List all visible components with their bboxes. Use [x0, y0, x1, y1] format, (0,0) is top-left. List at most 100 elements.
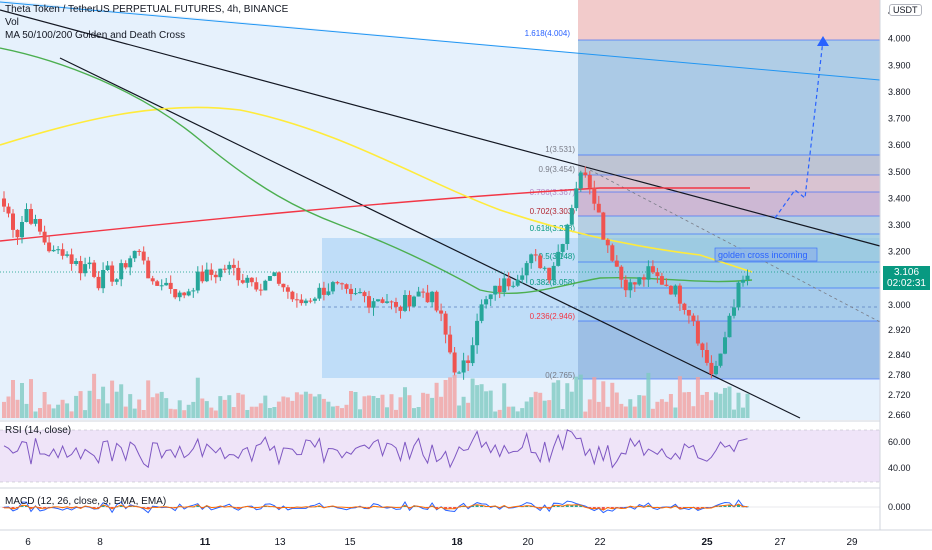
x-axis-tick: 15	[344, 537, 356, 548]
candle-body	[425, 292, 430, 303]
volume-bar	[299, 394, 304, 418]
macd-hist-bar	[236, 507, 240, 509]
candle-body	[628, 282, 633, 291]
candle-body	[222, 268, 227, 270]
y-axis-tick: 3.200	[888, 247, 911, 257]
macd-hist-bar	[610, 507, 614, 509]
fib-label: 1.618(4.004)	[525, 29, 571, 38]
macd-hist-bar	[317, 506, 321, 507]
candle-body	[416, 291, 421, 297]
y-axis-tick: 2.780	[888, 370, 911, 380]
macd-hist-bar	[592, 507, 596, 509]
candle-body	[367, 296, 371, 308]
candle-body	[204, 269, 209, 282]
currency-selector[interactable]: USDT	[889, 4, 922, 16]
volume-bar	[137, 399, 142, 418]
volume-bar	[461, 396, 466, 418]
macd-hist-bar	[25, 505, 28, 507]
y-axis-tick: 3.000	[888, 300, 911, 310]
candle-body	[741, 279, 745, 283]
macd-hist-bar	[92, 507, 96, 509]
candle-body	[632, 282, 637, 285]
macd-label[interactable]: MACD (12, 26, close, 9, EMA, EMA)	[5, 496, 167, 507]
macd-hist-bar	[579, 505, 583, 507]
volume-bar	[56, 404, 61, 418]
upper-trendline[interactable]	[0, 1, 881, 81]
candle-body	[673, 285, 678, 295]
rsi-label[interactable]: RSI (14, close)	[5, 425, 72, 436]
candle-body	[488, 294, 493, 300]
ma-indicator-label[interactable]: MA 50/100/200 Golden and Death Cross	[5, 30, 186, 41]
macd-hist-bar	[263, 506, 267, 507]
last-price-tag: 3.106 02:02:31	[883, 266, 930, 290]
volume-bar	[200, 398, 205, 418]
macd-hist-bar	[29, 507, 33, 509]
volume-bar	[119, 384, 124, 418]
candle-body	[195, 271, 200, 291]
y-axis-tick: 3.800	[888, 87, 911, 97]
volume-bar	[614, 392, 619, 418]
rsi-tick-60: 60.00	[888, 437, 911, 447]
candle-body	[159, 285, 164, 287]
volume-bar	[65, 403, 70, 418]
candle-body	[497, 285, 502, 292]
y-axis-tick: 3.700	[888, 114, 911, 124]
candle-body	[461, 360, 466, 373]
volume-bar	[213, 410, 218, 418]
macd-hist-bar	[412, 506, 416, 507]
volume-label[interactable]: Vol	[5, 17, 19, 28]
candle-body	[677, 285, 682, 304]
volume-bar	[177, 400, 182, 418]
candle-body	[101, 270, 106, 289]
x-axis-tick: 29	[846, 537, 858, 548]
x-axis-tick: 8	[97, 537, 103, 548]
candle-body	[87, 262, 92, 265]
descending-support[interactable]	[59, 57, 801, 419]
candle-body	[137, 250, 142, 252]
candle-body	[614, 260, 619, 267]
volume-bar	[110, 380, 115, 418]
x-axis-tick: 13	[274, 537, 286, 548]
volume-bar	[312, 396, 317, 418]
candle-body	[637, 277, 642, 285]
candle-body	[303, 300, 308, 304]
macd-hist-bar	[20, 505, 24, 507]
macd-hist-bar	[453, 507, 457, 509]
candle-body	[718, 353, 723, 366]
volume-bar	[362, 396, 367, 418]
volume-bar	[132, 408, 137, 418]
y-axis-tick: 3.600	[888, 140, 911, 150]
volume-bar	[506, 406, 511, 418]
macd-hist-bar	[119, 505, 123, 507]
volume-bar	[195, 377, 200, 418]
candle-body	[695, 321, 700, 344]
macd-hist-bar	[403, 505, 407, 507]
macd-hist-bar	[462, 506, 466, 507]
x-axis-tick: 20	[522, 537, 534, 548]
macd-hist-bar	[430, 506, 434, 507]
candle-body	[727, 315, 732, 338]
volume-bar	[421, 392, 426, 418]
volume-bar	[677, 376, 682, 418]
volume-bar	[371, 396, 376, 418]
volume-bar	[484, 391, 489, 418]
volume-bar	[394, 409, 398, 418]
candle-body	[2, 198, 6, 207]
descending-resistance[interactable]	[0, 9, 881, 247]
symbol-title[interactable]: Theta Token / TetherUS PERPETUAL FUTURES…	[5, 4, 289, 15]
candle-body	[736, 282, 741, 308]
volume-bar	[74, 395, 79, 418]
macd-hist-bar	[435, 507, 439, 509]
fib-label: 0.702(3.303)	[530, 207, 576, 216]
volume-bar	[524, 401, 529, 418]
y-axis-tick: 3.900	[888, 60, 911, 70]
candle-body	[335, 282, 340, 284]
candle-body	[69, 254, 74, 264]
candle-body	[15, 229, 20, 238]
candle-body	[524, 263, 529, 276]
candle-body	[317, 287, 322, 299]
volume-bar	[344, 404, 349, 418]
volume-bar	[349, 391, 353, 418]
macd-hist-bar	[480, 505, 484, 507]
